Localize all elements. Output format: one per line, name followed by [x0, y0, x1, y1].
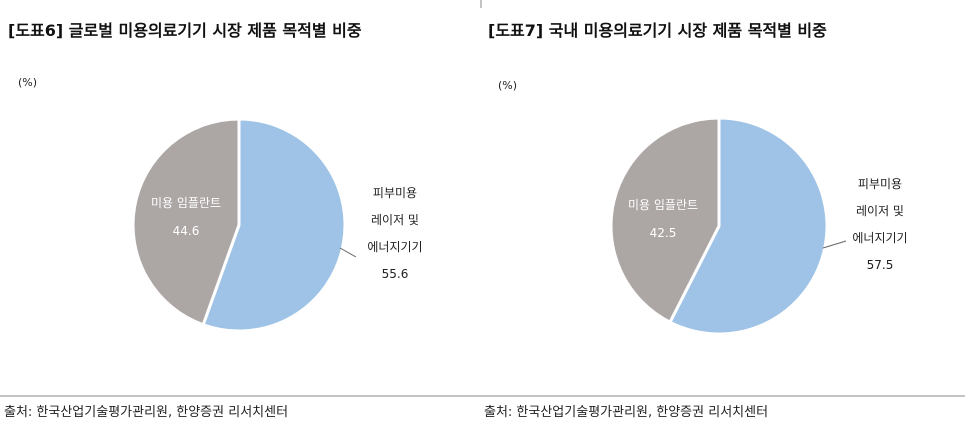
slice-label: 피부미용 레이저 및 에너지기기	[852, 177, 907, 245]
pie-slice	[131, 117, 241, 327]
slice-label: 미용 임플란트	[628, 198, 698, 212]
value-label: 57.5	[867, 258, 894, 272]
value-label: 44.6	[173, 224, 200, 238]
source: 출처: 한국산업기술평가관리원, 한양증권 리서치센터	[484, 405, 768, 420]
leader-line	[339, 247, 357, 258]
pie-slice	[667, 116, 829, 336]
source: 출처: 한국산업기술평가관리원, 한양증권 리서치센터	[4, 405, 288, 420]
leader-line	[822, 240, 847, 249]
value-label: 55.6	[382, 267, 409, 281]
unit-label: (%)	[498, 79, 517, 92]
pie-slice	[609, 116, 721, 325]
value-label: 42.5	[650, 226, 677, 240]
chart-title: [도표7] 국내 미용의료기기 시장 제품 목적별 비중	[488, 21, 827, 40]
chart-title: [도표6] 글로벌 미용의료기기 시장 제품 목적별 비중	[8, 21, 362, 40]
slice-label: 피부미용 레이저 및 에너지기기	[367, 186, 422, 254]
unit-label: (%)	[18, 76, 37, 89]
pie-slice	[201, 117, 347, 333]
slice-label: 미용 임플란트	[151, 196, 221, 210]
